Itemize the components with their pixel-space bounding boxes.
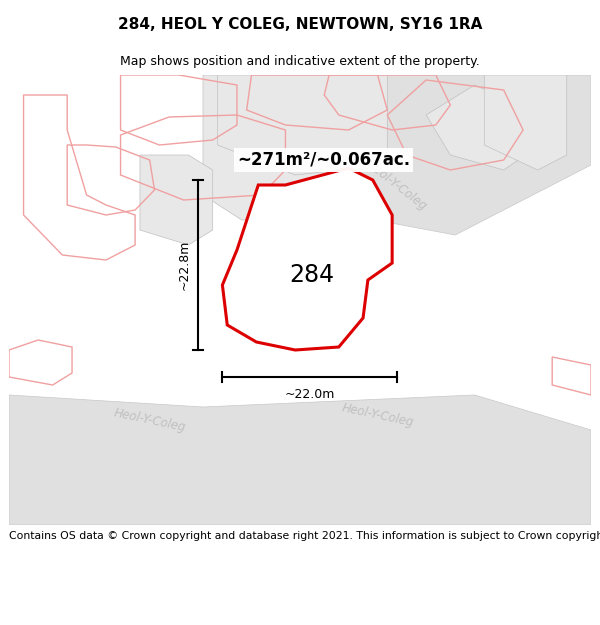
Polygon shape [218,75,388,175]
Polygon shape [140,155,213,245]
Polygon shape [484,75,567,170]
Polygon shape [223,168,392,350]
Text: Heol-Y-Coleg: Heol-Y-Coleg [112,406,187,434]
Text: Heol-Y-Coleg: Heol-Y-Coleg [340,401,415,429]
Text: 284: 284 [289,263,334,287]
Text: ~22.8m: ~22.8m [178,240,191,290]
Text: ~271m²/~0.067ac.: ~271m²/~0.067ac. [237,151,410,169]
Text: ~22.0m: ~22.0m [284,389,335,401]
Text: Map shows position and indicative extent of the property.: Map shows position and indicative extent… [120,54,480,68]
Polygon shape [290,75,591,235]
Text: Heol-Y-Coleg: Heol-Y-Coleg [364,158,430,212]
Polygon shape [203,75,368,220]
Polygon shape [9,395,591,525]
Text: Contains OS data © Crown copyright and database right 2021. This information is : Contains OS data © Crown copyright and d… [9,531,600,541]
Text: 284, HEOL Y COLEG, NEWTOWN, SY16 1RA: 284, HEOL Y COLEG, NEWTOWN, SY16 1RA [118,17,482,32]
Polygon shape [426,85,533,170]
